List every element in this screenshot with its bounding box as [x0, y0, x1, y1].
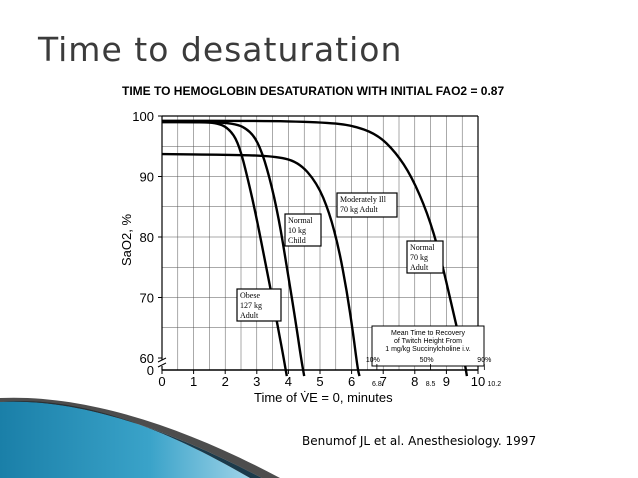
y-tick-label: 90: [140, 170, 154, 185]
axis-break-mark: [157, 362, 167, 368]
series-label-text: Normal: [288, 216, 313, 225]
y-tick-label: 80: [140, 230, 154, 245]
series-label-text: 127 kg: [240, 301, 262, 310]
y-tick-label: 100: [132, 109, 154, 124]
x-tick-label: 6: [348, 374, 355, 389]
series-label-text: 10 kg: [288, 226, 306, 235]
series-label-box: [236, 288, 282, 322]
recovery-x-label: 6.8: [372, 381, 382, 388]
recovery-box-text: 1 mg/kg Succinylcholine i.v.: [385, 346, 471, 353]
citation: Benumof JL et al. Anesthesiology. 1997: [302, 434, 537, 448]
recovery-box: [371, 325, 485, 367]
y-tick-label: 70: [140, 291, 154, 306]
x-tick-label: 9: [443, 374, 450, 389]
recovery-percent-label: 10%: [366, 357, 380, 364]
slide-title: Time to desaturation: [38, 30, 403, 69]
series-label-box: [284, 213, 322, 247]
series-label-text: 70 kg Adult: [340, 205, 379, 214]
y-axis-label: SaO2, %: [119, 214, 134, 266]
series-label-text: 70 kg: [410, 253, 428, 262]
series-line-4: [161, 119, 469, 377]
chart-title-text: TIME TO HEMOGLOBIN DESATURATION WITH INI…: [122, 84, 505, 98]
x-axis-label: Time of V̇E = 0, minutes: [254, 390, 393, 405]
x-tick-label: 2: [222, 374, 229, 389]
series-label-text: Normal: [410, 243, 435, 252]
x-tick-label: 7: [380, 374, 387, 389]
series-label-text: Obese: [240, 291, 260, 300]
x-tick-label: 4: [285, 374, 292, 389]
recovery-box-text: of Twitch Height From: [394, 338, 462, 345]
recovery-box-text: Mean Time to Recovery: [391, 330, 465, 337]
series-label-text: Moderately Ill: [340, 195, 387, 204]
series-line-3: [161, 152, 361, 377]
series-label-text: Adult: [240, 311, 259, 320]
axis-break-mark: [157, 357, 167, 363]
series-label-text: Child: [288, 236, 306, 245]
recovery-percent-label: 90%: [477, 357, 491, 364]
series-label-box: [406, 240, 444, 274]
x-tick-label: 5: [316, 374, 323, 389]
x-tick-label: 3: [253, 374, 260, 389]
y-tick-label: 60: [140, 351, 154, 366]
series-label-box: [336, 192, 398, 218]
series-label-text: Adult: [410, 263, 429, 272]
x-tick-label: 0: [158, 374, 165, 389]
recovery-percent-label: 50%: [420, 357, 434, 364]
recovery-x-label: 8.5: [426, 381, 436, 388]
chart-title: TIME TO HEMOGLOBIN DESATURATION WITH INI…: [122, 84, 504, 98]
series-line-2: [162, 120, 306, 377]
recovery-x-label: 10.2: [488, 381, 502, 388]
x-tick-label: 1: [190, 374, 197, 389]
x-tick-label: 10: [471, 374, 485, 389]
x-tick-label: 8: [411, 374, 418, 389]
y-tick-label-zero: 0: [147, 363, 154, 378]
